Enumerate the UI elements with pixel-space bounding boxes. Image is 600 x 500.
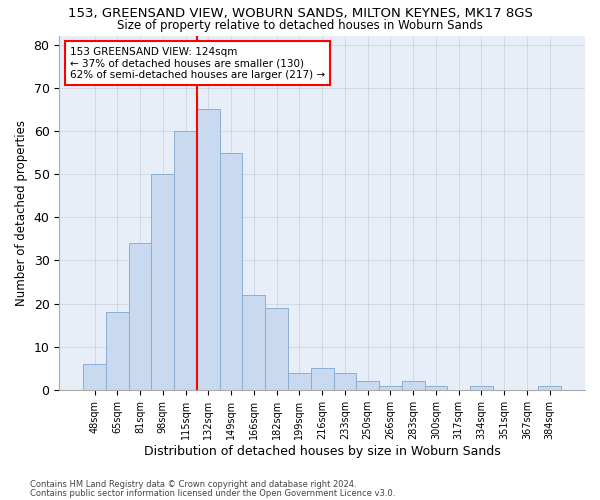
Text: 153 GREENSAND VIEW: 124sqm
← 37% of detached houses are smaller (130)
62% of sem: 153 GREENSAND VIEW: 124sqm ← 37% of deta… bbox=[70, 46, 325, 80]
Bar bbox=[220, 152, 242, 390]
Text: Contains public sector information licensed under the Open Government Licence v3: Contains public sector information licen… bbox=[30, 488, 395, 498]
Bar bbox=[83, 364, 106, 390]
Bar bbox=[128, 243, 151, 390]
Bar bbox=[379, 386, 402, 390]
Bar bbox=[174, 131, 197, 390]
Bar bbox=[265, 308, 288, 390]
Text: 153, GREENSAND VIEW, WOBURN SANDS, MILTON KEYNES, MK17 8GS: 153, GREENSAND VIEW, WOBURN SANDS, MILTO… bbox=[68, 8, 532, 20]
Bar bbox=[311, 368, 334, 390]
Bar bbox=[242, 295, 265, 390]
Bar bbox=[470, 386, 493, 390]
Text: Contains HM Land Registry data © Crown copyright and database right 2024.: Contains HM Land Registry data © Crown c… bbox=[30, 480, 356, 489]
Bar bbox=[425, 386, 448, 390]
Y-axis label: Number of detached properties: Number of detached properties bbox=[15, 120, 28, 306]
Bar bbox=[288, 372, 311, 390]
Text: Size of property relative to detached houses in Woburn Sands: Size of property relative to detached ho… bbox=[117, 18, 483, 32]
Bar bbox=[151, 174, 174, 390]
Bar bbox=[402, 381, 425, 390]
Bar bbox=[197, 110, 220, 390]
Bar bbox=[538, 386, 561, 390]
X-axis label: Distribution of detached houses by size in Woburn Sands: Distribution of detached houses by size … bbox=[144, 444, 500, 458]
Bar bbox=[334, 372, 356, 390]
Bar bbox=[356, 381, 379, 390]
Bar bbox=[106, 312, 128, 390]
